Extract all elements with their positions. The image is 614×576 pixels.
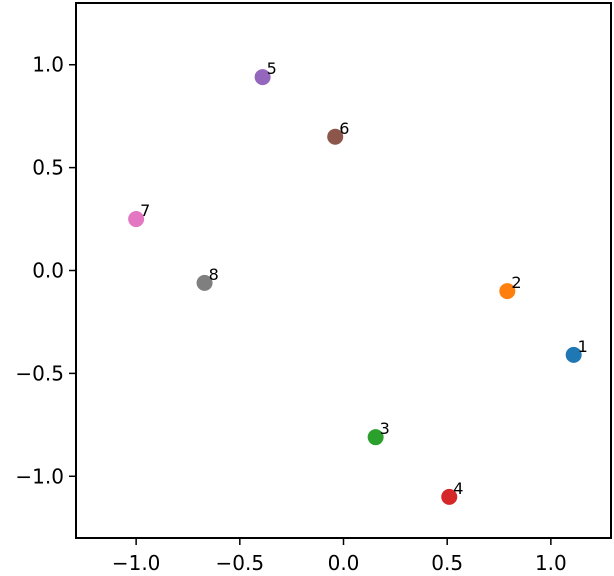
data-point-8 bbox=[196, 274, 213, 291]
x-tick-label: 1.0 bbox=[535, 551, 567, 575]
point-label-3: 3 bbox=[380, 419, 390, 438]
x-tick-label: 0.0 bbox=[328, 551, 360, 575]
y-tick-label: −1.0 bbox=[15, 464, 64, 488]
point-label-8: 8 bbox=[209, 265, 219, 284]
x-tick-label: −1.0 bbox=[112, 551, 161, 575]
point-label-5: 5 bbox=[267, 59, 277, 78]
data-point-4 bbox=[441, 488, 458, 505]
point-label-1: 1 bbox=[578, 337, 588, 356]
data-point-6 bbox=[327, 128, 344, 145]
data-point-7 bbox=[128, 211, 145, 228]
data-points: 1 2 3 4 5 6 7 8 bbox=[128, 59, 588, 505]
data-point-3 bbox=[367, 429, 384, 446]
point-label-7: 7 bbox=[140, 201, 150, 220]
y-tick-label: 0.0 bbox=[32, 259, 64, 283]
y-tick-label: −0.5 bbox=[15, 361, 64, 385]
data-point-5 bbox=[254, 69, 271, 86]
y-tick-label: 1.0 bbox=[32, 53, 64, 77]
y-axis: −1.0 −0.5 0.0 0.5 1.0 bbox=[15, 53, 76, 488]
plot-area-frame bbox=[75, 2, 612, 539]
point-label-6: 6 bbox=[339, 119, 349, 138]
y-tick-label: 0.5 bbox=[32, 156, 64, 180]
data-point-2 bbox=[499, 283, 516, 300]
data-point-1 bbox=[565, 346, 582, 363]
x-axis: −1.0 −0.5 0.0 0.5 1.0 bbox=[112, 538, 567, 575]
point-label-4: 4 bbox=[453, 479, 463, 498]
point-label-2: 2 bbox=[511, 273, 521, 292]
x-tick-label: −0.5 bbox=[216, 551, 265, 575]
x-tick-label: 0.5 bbox=[431, 551, 463, 575]
